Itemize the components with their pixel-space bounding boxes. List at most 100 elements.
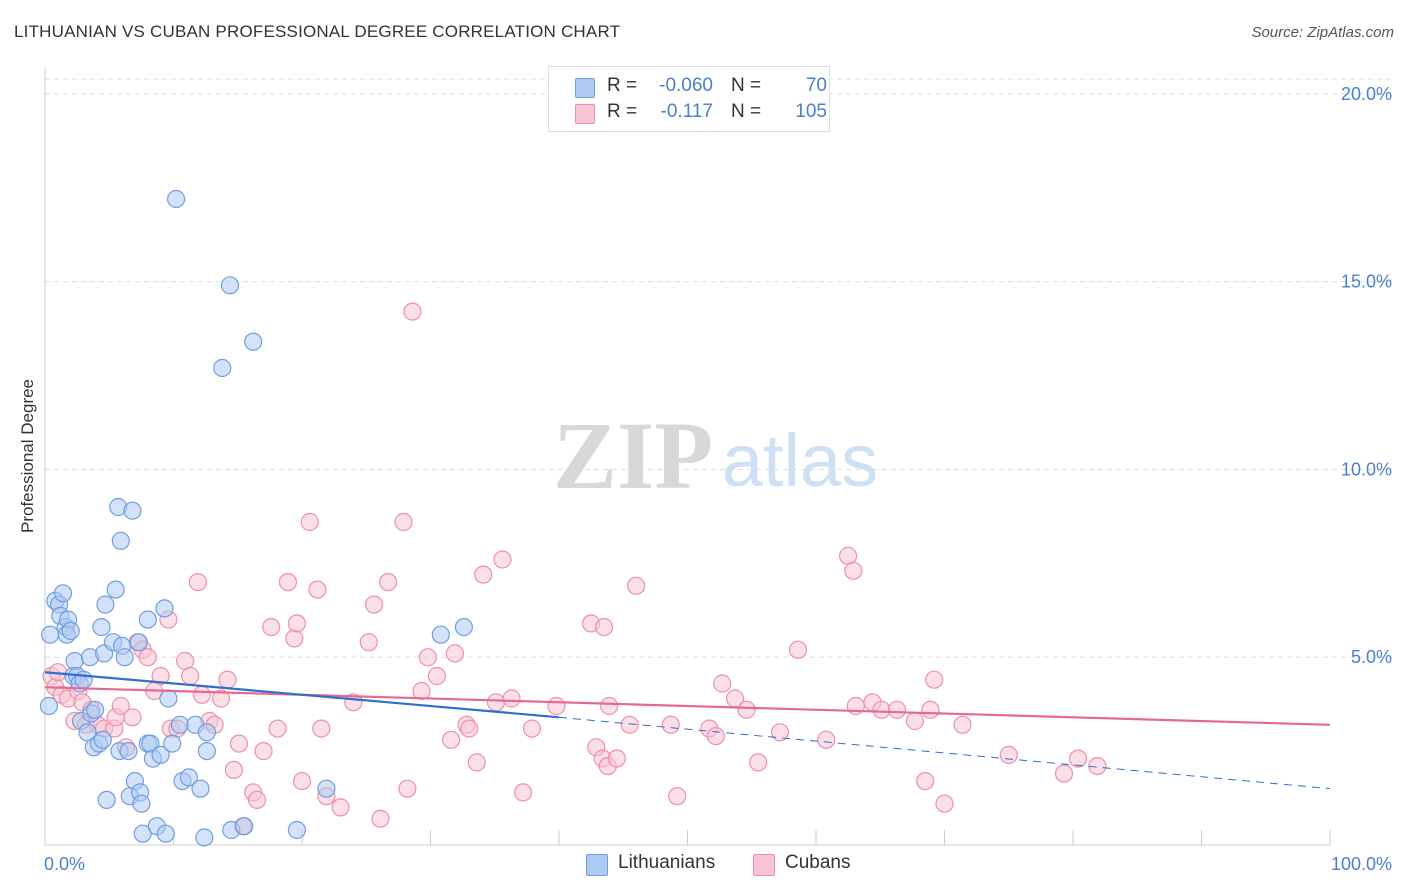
data-point — [312, 719, 331, 738]
data-point — [300, 512, 319, 532]
data-point — [331, 798, 350, 817]
data-point — [220, 276, 240, 295]
data-point — [431, 625, 450, 644]
data-point — [96, 595, 115, 614]
data-point — [119, 741, 138, 761]
gridlines — [45, 78, 1392, 658]
series-legend: Lithuanians Cubans — [0, 852, 1406, 878]
data-point — [151, 666, 170, 686]
data-point — [427, 666, 446, 686]
data-point — [97, 790, 116, 810]
data-point — [999, 745, 1018, 765]
data-point — [460, 719, 479, 738]
data-point — [398, 779, 417, 798]
data-point — [292, 771, 312, 791]
x-tick-label: 0.0% — [44, 854, 85, 874]
data-point — [192, 685, 211, 704]
data-point — [953, 715, 972, 734]
data-point — [188, 572, 207, 592]
data-point — [181, 666, 200, 686]
data-point — [522, 719, 542, 738]
data-point — [115, 648, 134, 667]
legend-r-value: -0.117 — [660, 101, 713, 122]
data-point — [92, 617, 111, 637]
data-point — [211, 689, 231, 708]
data-point — [620, 715, 639, 734]
data-point — [442, 730, 461, 749]
data-point — [788, 640, 808, 659]
data-point — [129, 633, 148, 652]
data-point — [156, 824, 175, 843]
data-point — [155, 599, 174, 618]
legend-label: Lithuanians — [618, 852, 716, 873]
legend-swatch-blue — [575, 78, 595, 98]
data-point — [138, 648, 157, 667]
data-point — [467, 753, 486, 772]
data-point — [132, 794, 151, 813]
data-point — [254, 741, 273, 761]
data-point — [123, 501, 142, 520]
data-point — [817, 730, 836, 749]
data-point — [547, 696, 566, 716]
data-point — [40, 625, 60, 644]
data-point — [111, 696, 130, 716]
data-point — [394, 512, 413, 532]
data-point — [599, 696, 619, 716]
legend-n-label: N = — [731, 101, 762, 122]
legend-r-value: -0.060 — [659, 75, 713, 96]
data-point — [474, 565, 493, 584]
data-point — [167, 189, 186, 209]
data-point — [74, 670, 93, 689]
data-point — [138, 610, 157, 629]
data-point — [93, 730, 112, 749]
data-point — [197, 741, 216, 761]
data-point — [607, 749, 626, 768]
data-point — [133, 824, 152, 843]
legend-n-label: N = — [731, 75, 762, 96]
data-point — [493, 550, 512, 569]
y-tick-label: 15.0% — [1341, 272, 1392, 292]
data-point — [65, 651, 84, 671]
data-point — [268, 719, 287, 738]
legend-label: Cubans — [785, 852, 851, 873]
chart-title: LITHUANIAN VS CUBAN PROFESSIONAL DEGREE … — [14, 22, 621, 41]
data-point — [78, 723, 97, 742]
legend-swatch-pink — [575, 104, 595, 124]
data-point — [921, 700, 940, 719]
data-point — [403, 302, 422, 321]
data-point — [379, 572, 398, 592]
watermark-atlas: atlas — [722, 419, 878, 502]
legend-r-label: R = — [607, 101, 638, 122]
data-point — [594, 617, 614, 637]
tick-labels: 5.0% 10.0% 15.0% 20.0% 0.0% 100.0% — [44, 84, 1392, 874]
data-point — [123, 708, 142, 727]
watermark-zip: ZIP — [553, 402, 713, 509]
data-point — [53, 584, 73, 603]
data-point — [85, 700, 105, 719]
y-tick-label: 10.0% — [1341, 459, 1392, 479]
data-point — [170, 715, 189, 734]
data-point — [111, 531, 130, 550]
data-point — [454, 617, 473, 637]
data-point — [371, 809, 390, 828]
data-point — [502, 689, 521, 708]
data-point — [235, 817, 254, 836]
data-point — [661, 715, 680, 734]
data-point — [905, 711, 925, 731]
data-point — [412, 681, 431, 701]
data-point — [737, 700, 756, 719]
legend-r-label: R = — [607, 75, 638, 96]
data-point — [770, 723, 790, 742]
data-point — [418, 648, 437, 667]
data-point — [749, 753, 768, 772]
data-point — [287, 614, 306, 633]
y-tick-label: 5.0% — [1351, 647, 1392, 667]
data-point — [872, 700, 891, 719]
trend-line-lithuanians — [44, 671, 560, 719]
data-point — [218, 670, 237, 689]
data-point — [844, 561, 863, 580]
data-point — [247, 790, 267, 810]
data-point — [197, 723, 216, 742]
legend-swatch-blue — [586, 854, 608, 876]
trend-line-lithuanians-extension — [558, 716, 1331, 790]
